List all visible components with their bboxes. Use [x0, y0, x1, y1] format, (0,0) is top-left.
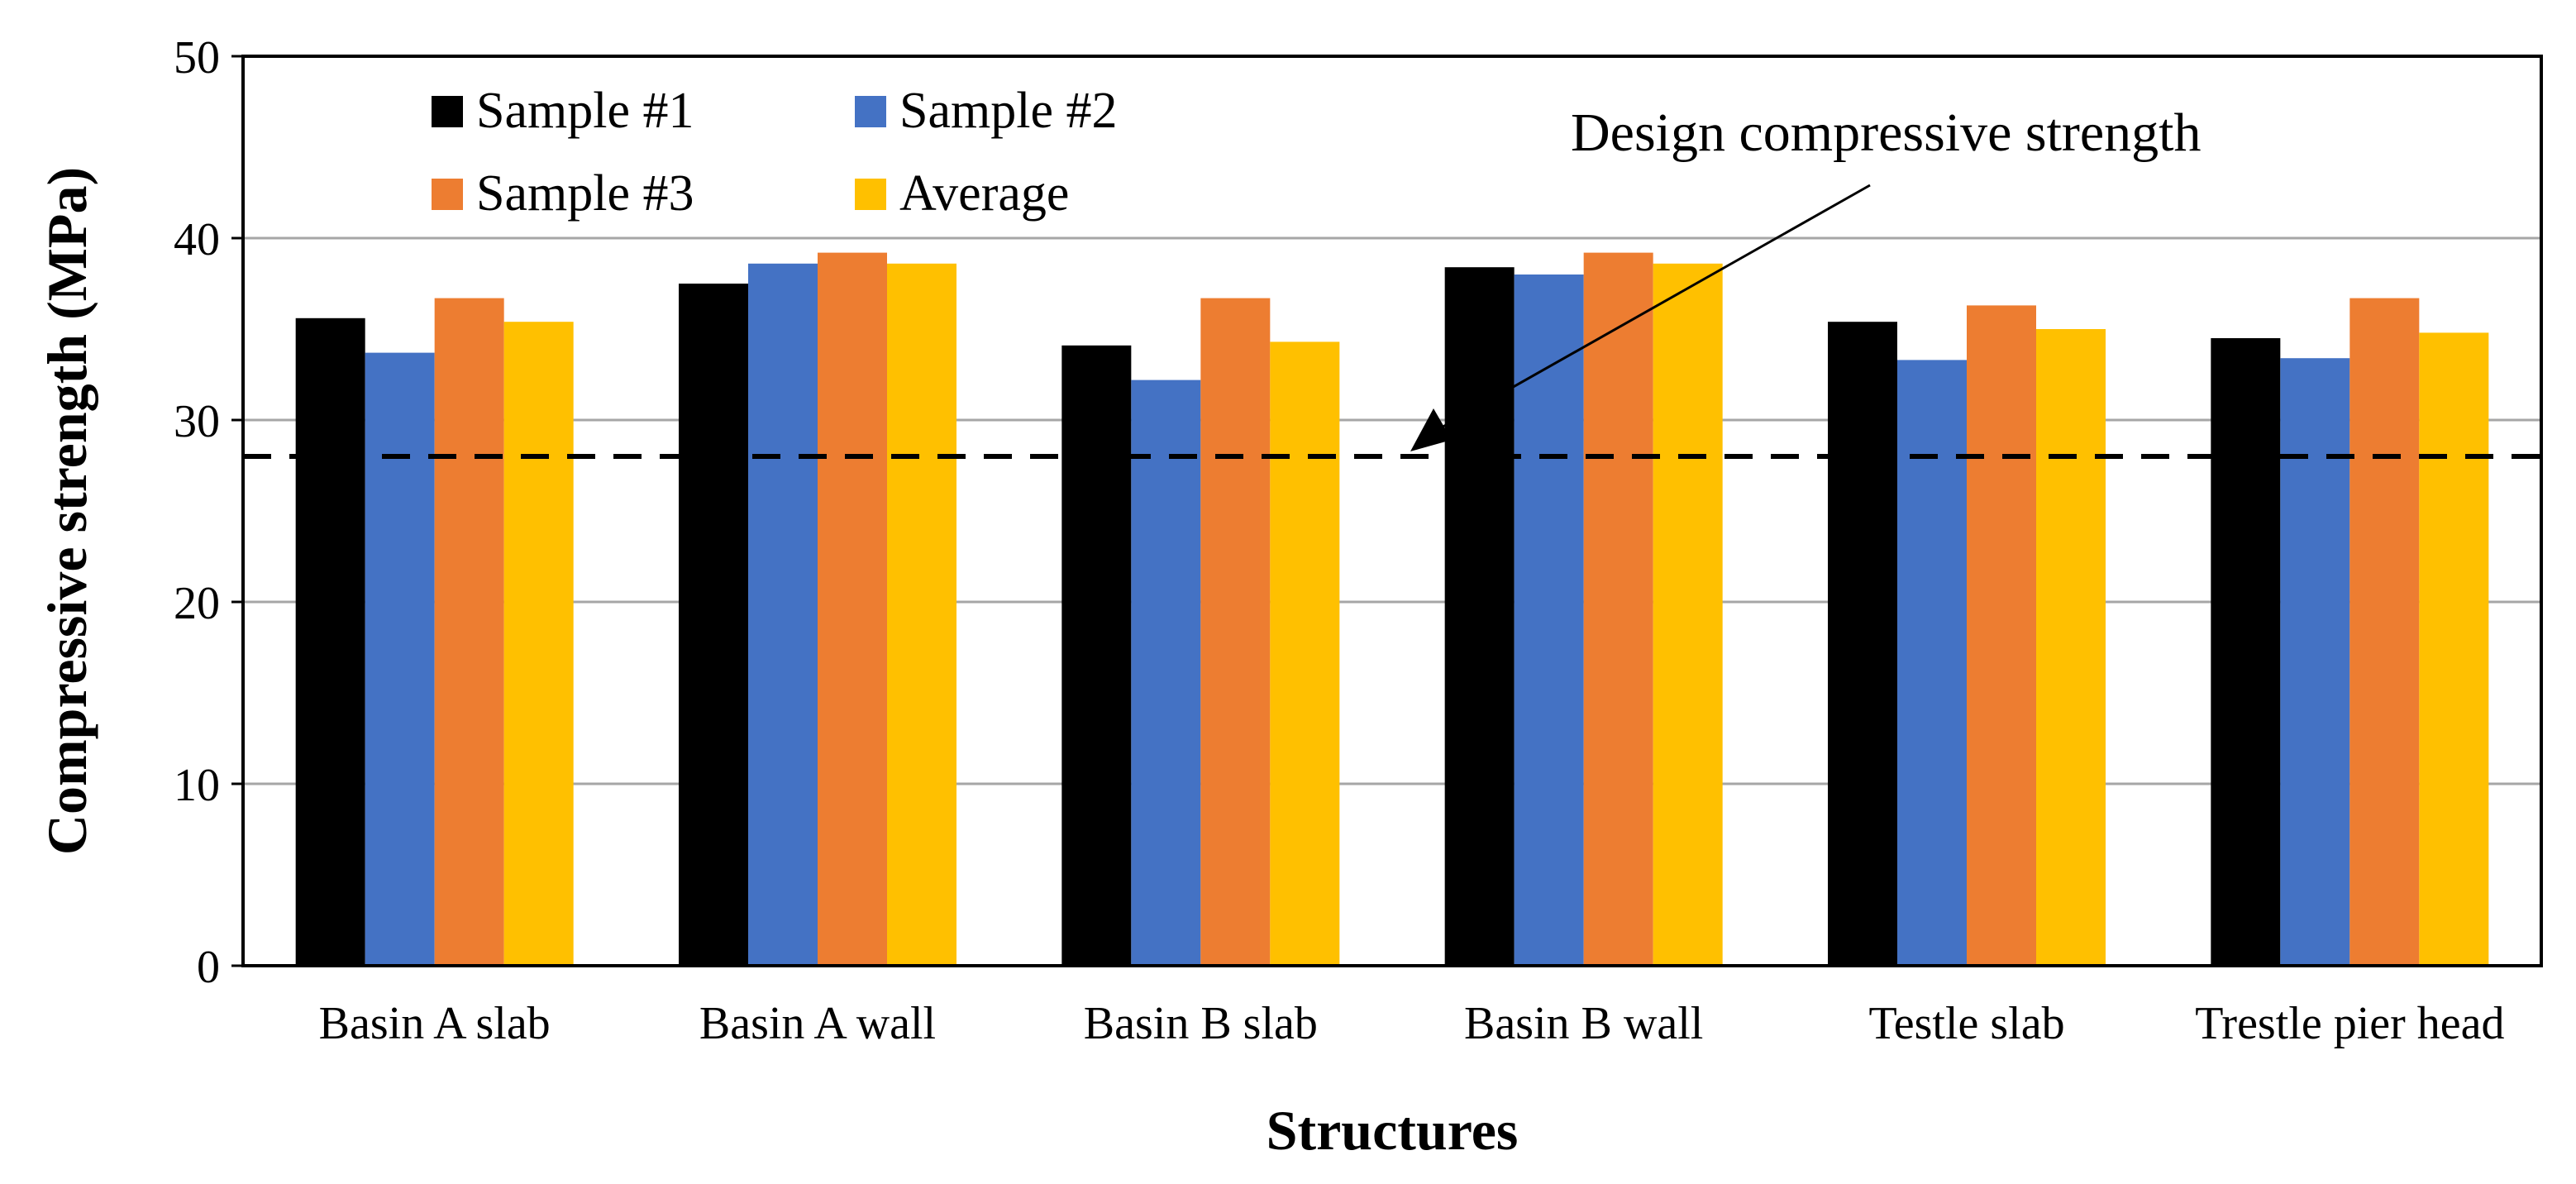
legend-label: Sample #2	[899, 83, 1117, 139]
y-tick-label: 30	[174, 396, 220, 447]
bar	[2419, 332, 2489, 966]
bar	[2349, 298, 2420, 967]
y-tick-label: 20	[174, 578, 220, 629]
y-tick-label: 0	[197, 942, 220, 993]
bar	[434, 298, 504, 967]
x-tick-label: Basin B slab	[1084, 998, 1318, 1049]
bar	[365, 352, 435, 967]
annotation-arrow-head	[1410, 408, 1452, 451]
x-tick-label: Basin B wall	[1464, 998, 1703, 1049]
legend-swatch	[855, 179, 886, 210]
legend-label: Sample #3	[476, 165, 694, 222]
x-tick-label: Basin A wall	[699, 998, 936, 1049]
x-axis-label: Structures	[1267, 1099, 1519, 1162]
legend: Sample #1 Sample #2 Sample #3 Average	[432, 83, 1117, 222]
bar	[1444, 267, 1515, 966]
legend-label: Average	[899, 165, 1069, 222]
bar	[2211, 338, 2281, 966]
bar	[1270, 341, 1340, 966]
legend-label: Sample #1	[476, 83, 694, 139]
bar	[503, 322, 574, 966]
plot-frame	[241, 55, 2543, 967]
bar	[1828, 322, 1897, 966]
x-tick-label: Trestle pier head	[2195, 998, 2504, 1049]
x-axis-ticks: Basin A slab Basin A wall Basin B slab Basi…	[319, 998, 2505, 1049]
bar	[1653, 263, 1723, 966]
y-axis-label: Compressive strength (MPa)	[36, 167, 98, 855]
legend-swatch	[855, 96, 886, 127]
bar	[1131, 380, 1201, 967]
legend-swatch	[432, 179, 463, 210]
bar	[887, 263, 956, 966]
x-tick-label: Testle slab	[1868, 998, 2064, 1049]
bar	[1200, 298, 1271, 967]
legend-swatch	[432, 96, 463, 127]
bar	[295, 317, 365, 966]
bar	[1061, 345, 1132, 966]
y-tick-label: 10	[174, 760, 220, 811]
y-axis-ticks: 0 10 20 30 40 50	[174, 32, 243, 993]
bar	[1583, 252, 1653, 967]
bar	[2036, 329, 2106, 966]
bar	[1897, 360, 1967, 966]
bar	[1514, 275, 1584, 966]
bar	[748, 263, 818, 966]
bars	[295, 252, 2489, 967]
y-tick-label: 50	[174, 32, 220, 84]
bar	[818, 252, 887, 967]
x-tick-label: Basin A slab	[319, 998, 551, 1049]
annotation-text: Design compressive strength	[1571, 103, 2202, 163]
annotation: Design compressive strength	[1410, 103, 2202, 451]
y-tick-label: 40	[174, 214, 220, 265]
bar	[2280, 358, 2350, 966]
bar	[1967, 305, 2036, 966]
annotation-arrow-line	[1439, 184, 1871, 430]
bar	[679, 284, 748, 966]
gridlines	[243, 236, 2541, 785]
